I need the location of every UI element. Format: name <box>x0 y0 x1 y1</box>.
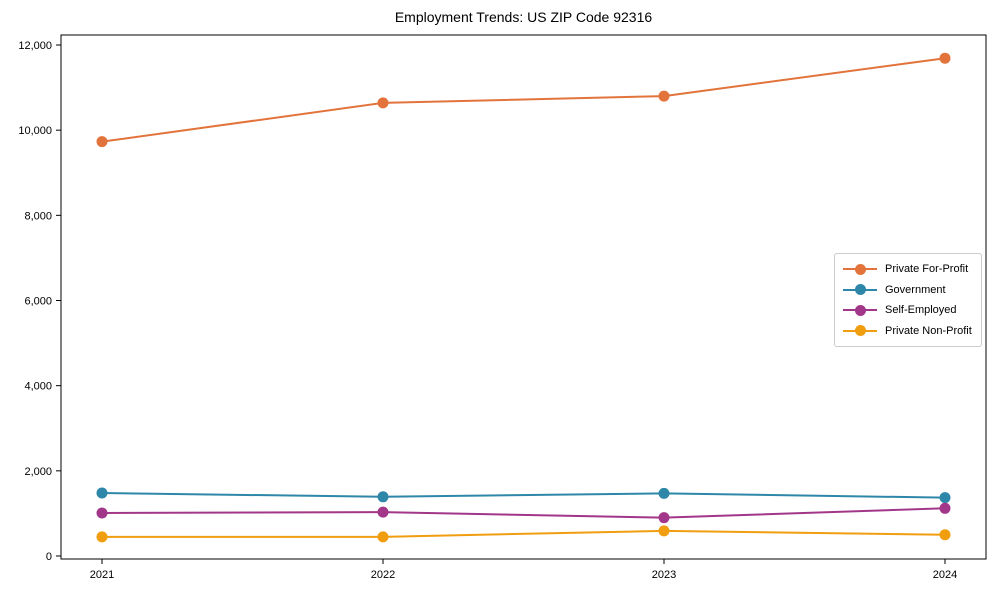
x-tick-label: 2024 <box>933 569 957 581</box>
y-tick-label: 4,000 <box>24 381 52 393</box>
legend-label: Self-Employed <box>885 304 957 317</box>
y-tick-label: 12,000 <box>18 40 52 52</box>
x-tick-label: 2023 <box>652 569 676 581</box>
data-point <box>96 487 108 499</box>
series-line-private-for-profit <box>101 57 946 143</box>
y-tick-label: 10,000 <box>18 125 52 137</box>
series-line-self-employed <box>101 507 946 519</box>
legend-label: Private Non-Profit <box>885 324 972 337</box>
legend-item-government: Government <box>843 280 975 301</box>
data-point <box>658 525 670 537</box>
data-point <box>96 531 108 543</box>
series-line-private-non-profit <box>102 529 946 538</box>
data-point <box>939 529 951 541</box>
data-point <box>939 492 951 504</box>
legend-item-self-employed: Self-Employed <box>843 300 975 321</box>
data-point <box>939 502 951 514</box>
data-point <box>377 491 389 503</box>
x-tick-label: 2022 <box>371 569 395 581</box>
line-marker-icon <box>843 263 877 275</box>
y-tick-label: 0 <box>46 551 52 563</box>
data-point <box>377 97 389 109</box>
legend-label: Government <box>885 283 946 296</box>
data-point <box>658 487 670 499</box>
data-point <box>96 507 108 519</box>
y-tick-label: 6,000 <box>24 296 52 308</box>
x-tick-label: 2021 <box>90 569 114 581</box>
line-marker-icon <box>843 284 877 296</box>
data-point <box>377 531 389 543</box>
legend-item-private-non-profit: Private Non-Profit <box>843 321 975 342</box>
axes-frame <box>60 34 987 560</box>
legend: Private For-Profit Government Self-Employe… <box>834 253 982 347</box>
line-marker-icon <box>843 304 877 316</box>
series-line-government <box>101 491 946 499</box>
data-point <box>939 52 951 64</box>
legend-label: Private For-Profit <box>885 263 969 276</box>
legend-item-private-for-profit: Private For-Profit <box>843 259 975 280</box>
y-tick-label: 8,000 <box>24 210 52 222</box>
chart-title: Employment Trends: US ZIP Code 92316 <box>394 9 653 25</box>
data-point <box>377 506 389 518</box>
data-point <box>96 136 108 148</box>
data-point <box>658 512 670 524</box>
line-marker-icon <box>843 325 877 337</box>
data-point <box>658 90 670 102</box>
y-tick-label: 2,000 <box>24 466 52 478</box>
